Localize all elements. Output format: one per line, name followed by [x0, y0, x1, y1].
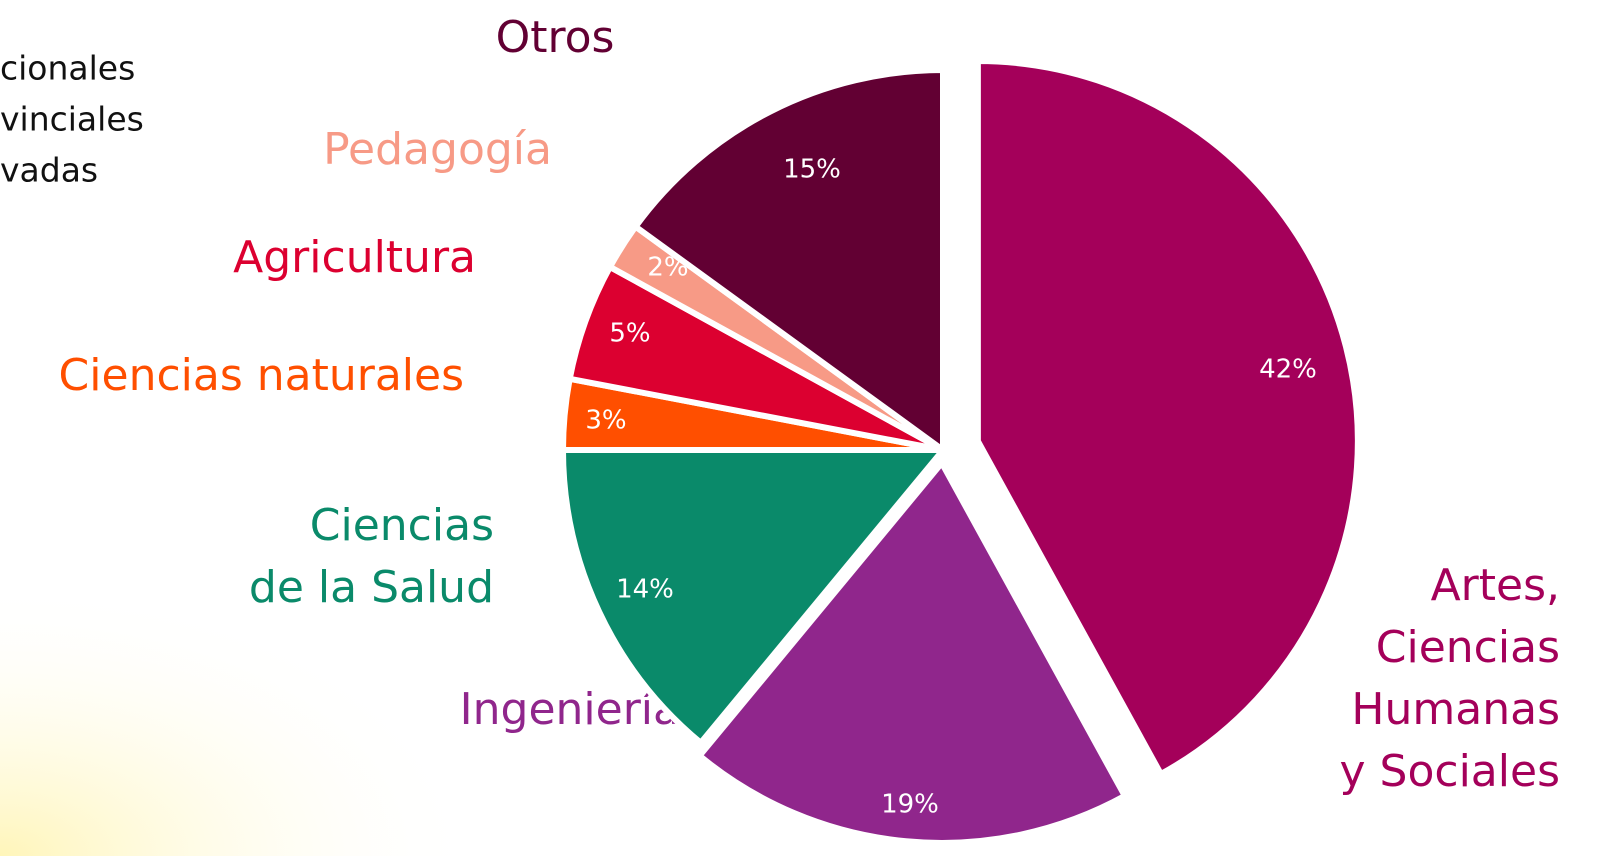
category-label: Ingeniería: [460, 684, 680, 735]
category-label: Ciencias naturales: [59, 350, 464, 401]
category-label: Pedagogía: [323, 124, 552, 175]
category-label: Humanas: [1351, 684, 1560, 735]
value-label: 14%: [616, 575, 674, 605]
value-label: 19%: [881, 790, 939, 820]
category-label: Ciencias: [310, 500, 494, 551]
category-label: Ciencias: [1376, 622, 1560, 673]
pie-slice: [632, 67, 946, 453]
pie-slice: [560, 447, 946, 746]
category-label: de la Salud: [249, 562, 494, 613]
value-label: 42%: [1259, 355, 1317, 385]
value-label: 3%: [585, 406, 626, 436]
category-label: Artes,: [1431, 560, 1560, 611]
pie-slice: [696, 459, 1128, 846]
category-label: Otros: [496, 12, 615, 63]
side-legend-text: cionales: [0, 49, 135, 88]
category-label: y Sociales: [1340, 746, 1560, 797]
value-label: 5%: [609, 319, 650, 349]
side-legend-text: vadas: [0, 151, 98, 190]
value-label: 15%: [783, 155, 841, 185]
category-label: Agricultura: [233, 232, 476, 283]
side-legend-text: vinciales: [0, 100, 144, 139]
pie-slice: [974, 58, 1361, 778]
